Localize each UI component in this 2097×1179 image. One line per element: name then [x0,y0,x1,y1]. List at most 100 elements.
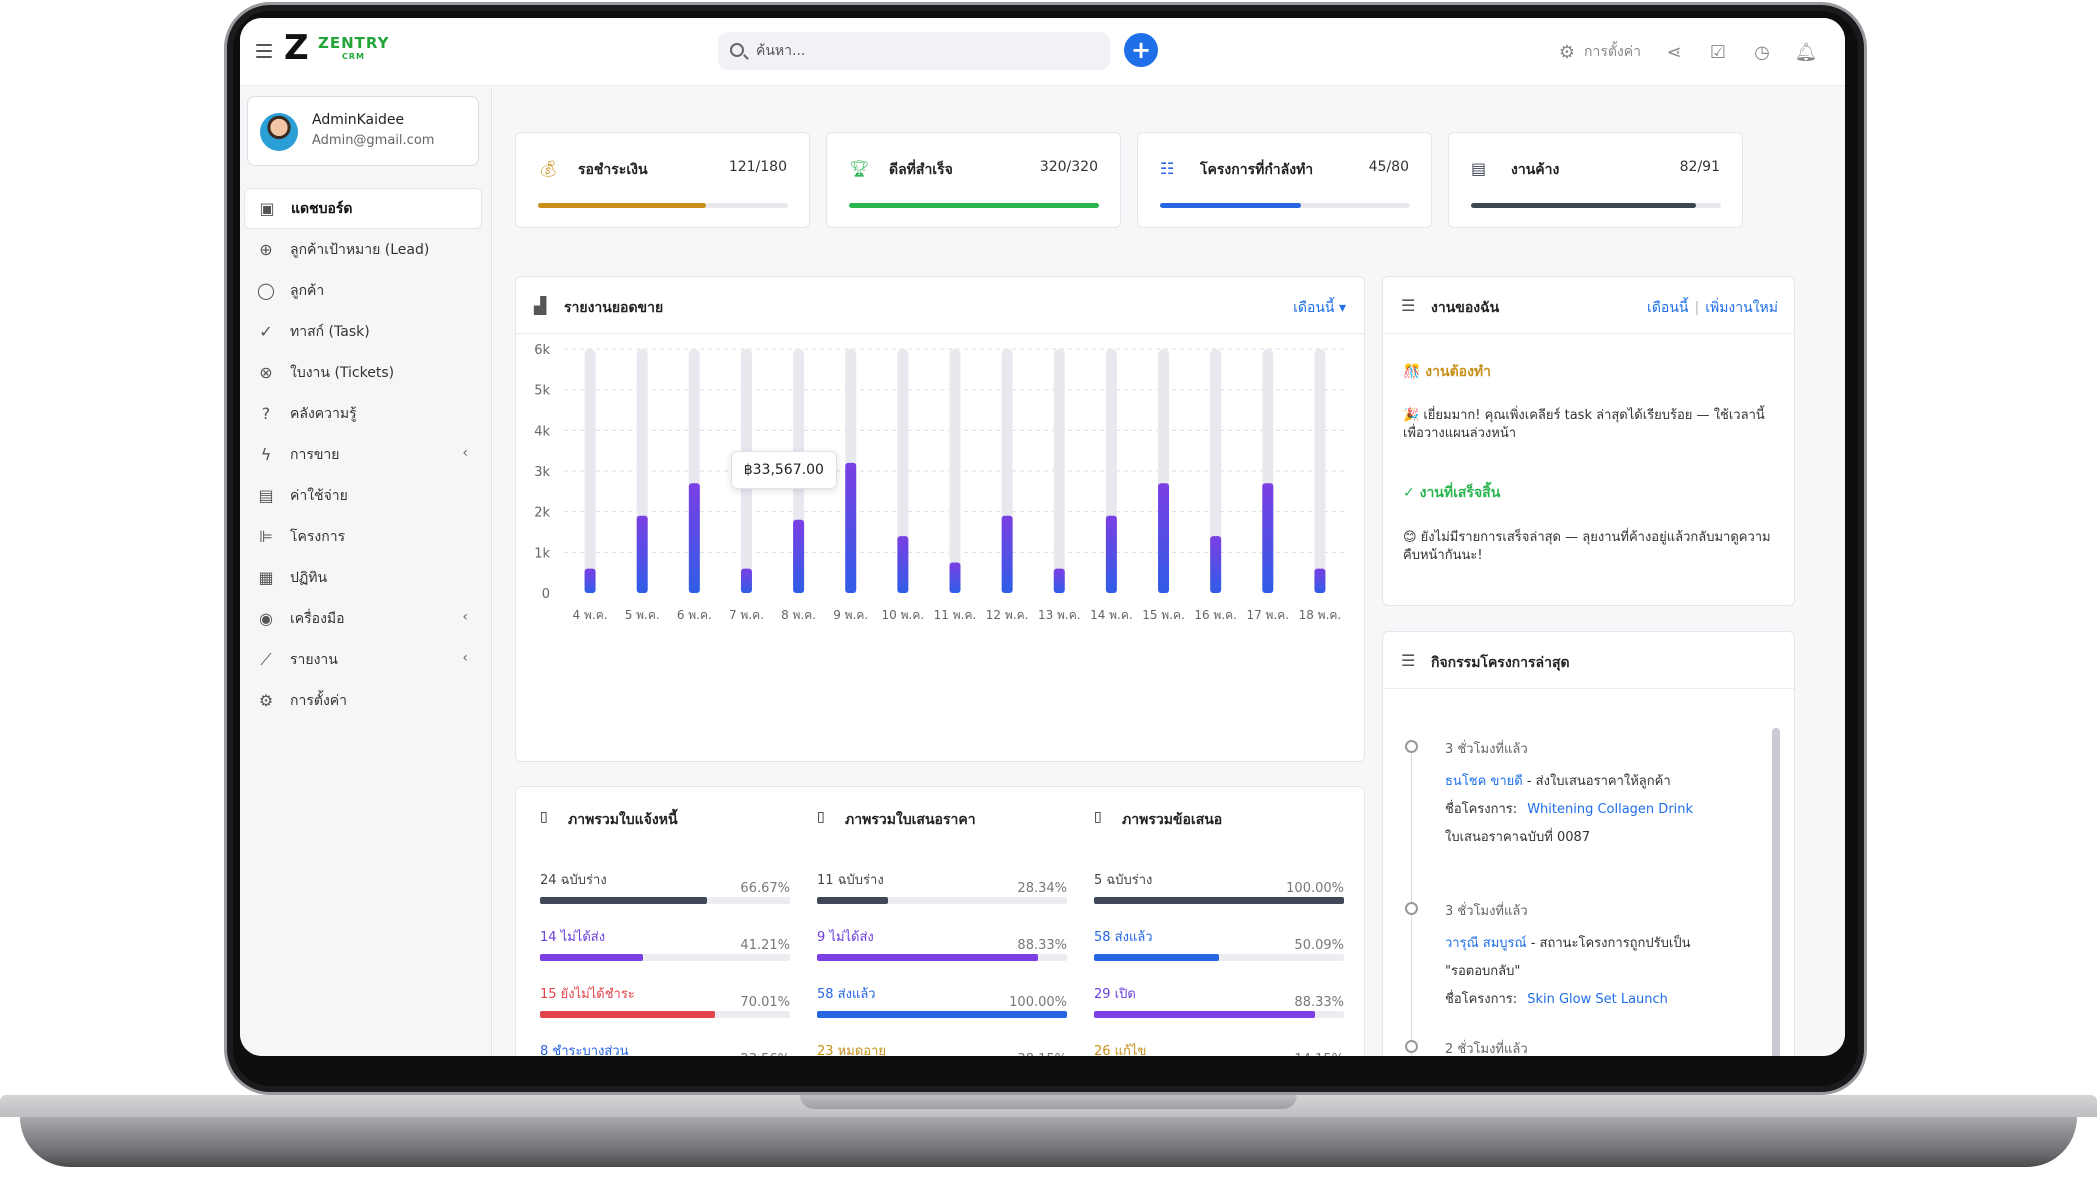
chart-bar[interactable] [688,483,700,593]
chart-bar[interactable] [1053,568,1065,593]
profile-name: AdminKaidee [312,112,405,128]
sidebar-item-label: ลูกค้าเป้าหมาย (Lead) [290,241,430,258]
search-box [718,32,1110,70]
tasks-month-link[interactable]: เดือนนี้ [1647,300,1689,316]
project-label: ชื่อโครงการ: [1445,802,1518,817]
period-dropdown[interactable]: เดือนนี้ ▾ [1293,297,1346,319]
search-input[interactable] [756,38,1096,64]
sidebar-item[interactable]: ⚙ การตั้งค่า [244,680,482,721]
chart-bar[interactable] [845,462,857,593]
chart-bar[interactable] [793,519,805,593]
overview-row-label: 5 ฉบับร่าง [1094,873,1153,888]
share-icon[interactable]: ⋖ [1666,41,1682,63]
stat-card[interactable]: ☷ โครงการที่กำลังทำ 45/80 [1137,132,1432,228]
sidebar-item[interactable]: ⟋ รายงาน ‹ [244,639,482,680]
chart-bar[interactable] [1210,536,1222,593]
overview-row[interactable]: 58 ส่งแล้ว 50.09% [1094,926,1344,970]
chart-bar[interactable] [949,562,961,594]
chart-bar[interactable] [584,568,596,593]
chart-bar[interactable] [1314,568,1326,593]
overview-row[interactable]: 58 ส่งแล้ว 100.00% [817,983,1067,1027]
chart-bar[interactable] [1001,515,1013,593]
project-link[interactable]: Skin Glow Set Launch [1527,992,1668,1007]
stat-progress [538,203,788,208]
overview-row-percent: 66.67% [740,881,790,896]
overview-row-label: 15 ยังไม่ได้ชำระ [540,987,635,1002]
chart-bar[interactable] [897,536,909,593]
project-link[interactable]: Whitening Collagen Drink [1527,802,1694,817]
settings-link[interactable]: ⚙ การตั้งค่า [1556,41,1641,63]
sidebar-item-label: การขาย [290,446,340,463]
overview-row-label: 11 ฉบับร่าง [817,873,884,888]
profile-card[interactable]: AdminKaidee Admin@gmail.com [247,96,479,166]
chart-bar[interactable] [1158,483,1170,593]
add-button[interactable]: + [1124,33,1158,67]
project-label: ชื่อโครงการ: [1445,992,1518,1007]
checkbox-icon[interactable]: ☑ [1709,41,1727,63]
chart-bar[interactable] [1262,483,1274,593]
stat-card[interactable]: 🏆︎ ดีลที่สำเร็จ 320/320 [826,132,1121,228]
dashboard-icon: ▣ [259,199,275,218]
x-tick-label: 4 พ.ค. [573,608,608,622]
sidebar-nav: ▣ แดชบอร์ด ⊕ ลูกค้าเป้าหมาย (Lead) ◯ ลูกค้า ✓ ท… [244,188,482,721]
overview-row[interactable]: 11 ฉบับร่าง 28.34% [817,869,1067,913]
stat-card[interactable]: ▤ งานค้าง 82/91 [1448,132,1743,228]
activity-scrollbar[interactable] [1772,728,1780,1056]
overview-progress [540,897,790,904]
overview-row[interactable]: 14 ไม่ได้ส่ง 41.21% [540,926,790,970]
sidebar-item[interactable]: ◯ ลูกค้า [244,270,482,311]
overview-row[interactable]: 15 ยังไม่ได้ชำระ 70.01% [540,983,790,1027]
chart-bar[interactable] [740,568,752,593]
sidebar-item[interactable]: ✓ ทาสก์ (Task) [244,311,482,352]
bell-icon[interactable]: 🔔︎ [1794,41,1818,63]
bar-track [584,349,596,593]
y-tick-label: 2k [534,506,550,521]
gear-icon: ⚙ [258,691,274,710]
overview-row[interactable]: 5 ฉบับร่าง 100.00% [1094,869,1344,913]
user-icon: ◯ [257,281,275,300]
overview-row[interactable]: 9 ไม่ได้ส่ง 88.33% [817,926,1067,970]
activity-user-link[interactable]: ธนโชค ขายดี [1445,774,1523,789]
sidebar-item[interactable]: ▦ ปฏิทิน [244,557,482,598]
overview-row[interactable]: 8 ชำระบางส่วน 23.56% [540,1040,790,1056]
overview-row-percent: 88.33% [1294,995,1344,1010]
todo-title: 🎊 งานต้องทำ [1403,364,1491,380]
main-content: 💰︎ รอชำระเงิน 121/180 🏆︎ ดีลที่สำเร็จ 320/320… [493,86,1845,1056]
brand-logo[interactable]: Z ZENTRY CRM [284,31,404,70]
overview-progress [817,954,1067,961]
chevron-left-icon: ‹ [462,445,468,461]
overview-row-label: 8 ชำระบางส่วน [540,1044,629,1056]
overview-row-percent: 38.15% [1017,1052,1067,1056]
stat-card[interactable]: 💰︎ รอชำระเงิน 121/180 [515,132,810,228]
chart-bar[interactable] [636,515,648,593]
x-tick-label: 7 พ.ค. [729,608,764,622]
y-tick-label: 6k [534,343,550,358]
chevron-left-icon: ‹ [462,650,468,666]
add-task-link[interactable]: เพิ่มงานใหม่ [1705,300,1778,316]
sales-bar-chart: 0 1k 2k 3k 4k 5k 6k 4 พ.ค. 5 พ.ค. 6 พ.ค. 7 พ.ค. 8 พ… [534,343,1346,622]
sidebar-item-label: โครงการ [290,528,346,545]
sidebar-item[interactable]: ◉ เครื่องมือ ‹ [244,598,482,639]
overview-row[interactable]: 26 แก้ไข 14.15% [1094,1040,1344,1056]
document-icon: ▯ [817,809,825,825]
sidebar-item[interactable]: ? คลังความรู้ [244,393,482,434]
activity-user-link[interactable]: วารุณี สมบูรณ์ [1445,936,1527,951]
sidebar-item[interactable]: ▤ ค่าใช้จ่าย [244,475,482,516]
sidebar-item[interactable]: ϟ การขาย ‹ [244,434,482,475]
overview-row[interactable]: 23 หมดอายุ 38.15% [817,1040,1067,1056]
sidebar-item[interactable]: ▣ แดชบอร์ด [244,188,482,229]
sidebar-item[interactable]: ⊫ โครงการ [244,516,482,557]
chart-bar[interactable] [1105,515,1117,593]
sidebar-item[interactable]: ⊕ ลูกค้าเป้าหมาย (Lead) [244,229,482,270]
menu-icon[interactable] [256,44,272,58]
clock-icon[interactable]: ◷ [1754,41,1770,63]
task-links: เดือนนี้ | เพิ่มงานใหม่ [1647,300,1778,316]
x-tick-label: 15 พ.ค. [1142,608,1185,622]
overview-row[interactable]: 29 เปิด 88.33% [1094,983,1344,1027]
overview-row-label: 9 ไม่ได้ส่ง [817,930,874,945]
sidebar-item[interactable]: ⊗ ใบงาน (Tickets) [244,352,482,393]
overview-row[interactable]: 24 ฉบับร่าง 66.67% [540,869,790,913]
file-icon: ▤ [258,486,274,505]
chart-bar-icon: ▟ [534,296,547,315]
bar-track [1210,349,1222,593]
